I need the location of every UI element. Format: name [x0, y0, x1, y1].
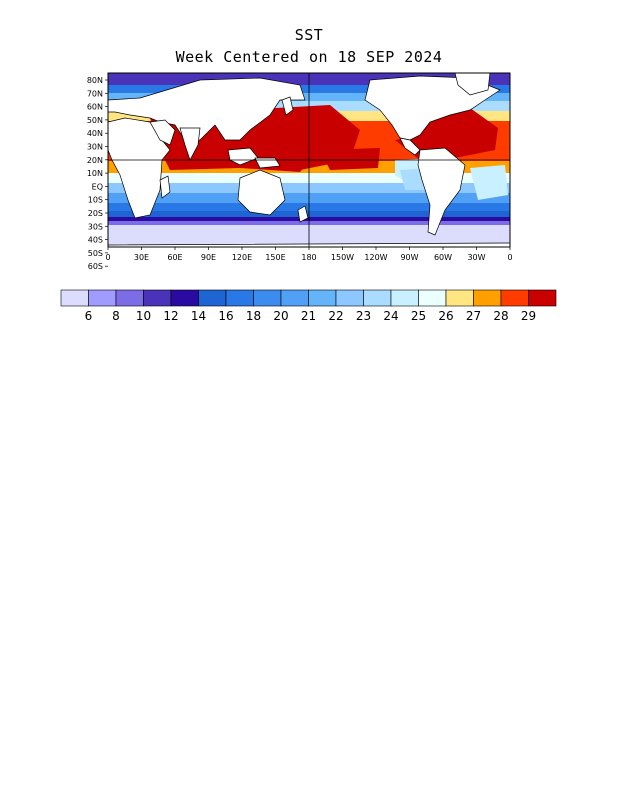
- longitude-tick-label: 30W: [467, 253, 485, 262]
- latitude-tick-label: 70N: [87, 89, 103, 98]
- colorbar-label: 16: [218, 309, 233, 323]
- colorbar-label: 14: [191, 309, 206, 323]
- longitude-tick-label: 60E: [167, 253, 182, 262]
- latitude-tick-label: 10N: [87, 169, 103, 178]
- colorbar-label: 26: [438, 309, 453, 323]
- colorbar-swatch: [60, 289, 89, 307]
- colorbar-swatch: [528, 289, 557, 307]
- colorbar-swatch: [198, 289, 227, 307]
- colorbar-label: 6: [85, 309, 93, 323]
- latitude-tick-label: 30N: [87, 143, 103, 152]
- colorbar: 6 8 10 12 14 16 18 20 21 22 23 24 25 26 27 28 29: [60, 289, 557, 323]
- longitude-tick-label: 150E: [265, 253, 285, 262]
- colorbar-swatch: [253, 289, 282, 307]
- longitude-axis: 0 30E 60E 90E 120E 150E 180 150W 120W 90W 60W 30W 0: [105, 247, 513, 262]
- colorbar-label: 28: [493, 309, 508, 323]
- colorbar-swatch: [143, 289, 172, 307]
- longitude-tick-label: 180: [301, 253, 316, 262]
- south-america-landmass: [417, 147, 466, 236]
- madagascar-landmass: [159, 175, 171, 199]
- longitude-tick-label: 0: [105, 253, 110, 262]
- colorbar-swatch: [308, 289, 337, 307]
- greenland-landmass: [454, 73, 491, 96]
- arabia-landmass: [149, 119, 176, 146]
- colorbar-swatch: [115, 289, 144, 307]
- latitude-tick-label: 30S: [88, 222, 103, 231]
- latitude-tick-label: 20N: [87, 156, 103, 165]
- longitude-tick-label: 90E: [201, 253, 216, 262]
- latitude-tick-label: 50S: [88, 249, 103, 258]
- japan-landmass: [281, 96, 294, 116]
- longitude-tick-label: 60W: [434, 253, 452, 262]
- colorbar-swatch: [280, 289, 309, 307]
- colorbar-label: 21: [301, 309, 316, 323]
- india-landmass: [179, 127, 201, 161]
- latitude-tick-label: 80N: [87, 76, 103, 85]
- latitude-tick-label: 60N: [87, 103, 103, 112]
- latitude-axis: 80N 70N 60N 50N 40N 30N 20N 10N EQ 10S 20S 30S 40S 50…: [87, 76, 108, 271]
- colorbar-swatch: [390, 289, 419, 307]
- colorbar-label: 27: [466, 309, 481, 323]
- map-title: SST: [294, 26, 324, 44]
- longitude-tick-label: 120E: [232, 253, 252, 262]
- colorbar-label: 18: [246, 309, 261, 323]
- longitude-tick-label: 120W: [364, 253, 387, 262]
- latitude-tick-label: 20S: [88, 209, 103, 218]
- central-america-landmass: [399, 137, 421, 156]
- colorbar-label: 10: [136, 309, 151, 323]
- new-guinea-landmass: [254, 157, 281, 169]
- colorbar-label: 20: [273, 309, 288, 323]
- colorbar-swatch: [500, 289, 529, 307]
- colorbar-label: 22: [328, 309, 343, 323]
- latitude-tick-label: 40S: [88, 236, 103, 245]
- colorbar-label: 24: [383, 309, 398, 323]
- new-zealand-landmass: [297, 205, 309, 223]
- colorbar-swatch: [418, 289, 447, 307]
- longitude-tick-label: 0: [507, 253, 512, 262]
- latitude-tick-label: EQ: [92, 182, 103, 191]
- colorbar-swatch: [225, 289, 254, 307]
- colorbar-label: 25: [411, 309, 426, 323]
- colorbar-label: 29: [521, 309, 536, 323]
- colorbar-swatch: [170, 289, 199, 307]
- colorbar-swatch: [445, 289, 474, 307]
- latitude-tick-label: 60S: [88, 262, 103, 271]
- australia-landmass: [237, 169, 286, 216]
- colorbar-label: 8: [112, 309, 120, 323]
- latitude-tick-label: 10S: [88, 196, 103, 205]
- eurasia-landmass: [108, 77, 306, 141]
- land-masses: [108, 73, 510, 247]
- latitude-tick-label: 40N: [87, 129, 103, 138]
- latitude-tick-label: 50N: [87, 116, 103, 125]
- longitude-tick-label: 150W: [331, 253, 354, 262]
- colorbar-swatch: [363, 289, 392, 307]
- colorbar-swatch: [88, 289, 117, 307]
- longitude-tick-label: 30E: [134, 253, 149, 262]
- indonesia-landmass: [227, 147, 259, 166]
- colorbar-swatch: [473, 289, 502, 307]
- colorbar-label: 12: [163, 309, 178, 323]
- colorbar-swatch: [335, 289, 364, 307]
- map-subtitle: Week Centered on 18 SEP 2024: [175, 48, 443, 66]
- colorbar-label: 23: [356, 309, 371, 323]
- longitude-tick-label: 90W: [400, 253, 418, 262]
